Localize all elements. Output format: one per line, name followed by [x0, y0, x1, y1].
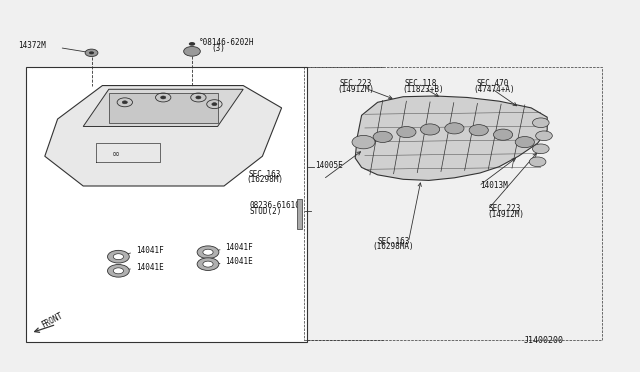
Circle shape: [532, 118, 549, 128]
Text: SEC.163: SEC.163: [378, 237, 410, 246]
Circle shape: [373, 131, 392, 142]
Text: 14041F: 14041F: [225, 243, 252, 252]
Circle shape: [161, 96, 166, 99]
Circle shape: [352, 135, 375, 149]
Bar: [297, 199, 302, 229]
Circle shape: [197, 246, 219, 259]
Polygon shape: [109, 93, 218, 123]
Circle shape: [203, 249, 213, 255]
Text: (16298MA): (16298MA): [372, 242, 414, 251]
Text: SEC.223: SEC.223: [489, 204, 522, 213]
Circle shape: [108, 250, 129, 263]
Circle shape: [189, 42, 195, 46]
Text: SEC.118: SEC.118: [404, 79, 437, 88]
Circle shape: [532, 144, 549, 154]
Text: FRONT: FRONT: [40, 311, 65, 330]
Circle shape: [197, 258, 219, 270]
FancyBboxPatch shape: [26, 67, 307, 342]
Text: 14372M: 14372M: [18, 41, 45, 49]
Text: (14912M): (14912M): [487, 209, 524, 218]
Text: 14041E: 14041E: [136, 263, 163, 272]
Text: 14041F: 14041F: [136, 246, 163, 255]
Circle shape: [203, 261, 213, 267]
Text: ∞: ∞: [112, 149, 120, 159]
Text: (16298M): (16298M): [246, 175, 284, 184]
Text: 14005E: 14005E: [315, 161, 342, 170]
Circle shape: [493, 129, 513, 140]
Circle shape: [89, 51, 94, 54]
Circle shape: [113, 254, 124, 260]
Circle shape: [108, 264, 129, 277]
Text: SEC.163: SEC.163: [248, 170, 281, 179]
Circle shape: [85, 49, 98, 57]
Text: J1400200: J1400200: [524, 336, 564, 345]
Circle shape: [515, 137, 534, 148]
Polygon shape: [45, 86, 282, 186]
Text: (14912M): (14912M): [337, 84, 374, 93]
Circle shape: [113, 268, 124, 274]
Circle shape: [469, 125, 488, 136]
Circle shape: [536, 131, 552, 141]
Text: 14013M: 14013M: [480, 181, 508, 190]
Text: 08236-61610: 08236-61610: [250, 201, 300, 210]
Circle shape: [529, 157, 546, 167]
Circle shape: [122, 101, 127, 104]
Polygon shape: [355, 96, 547, 180]
Text: SEC.223: SEC.223: [339, 79, 372, 88]
Text: 14041E: 14041E: [225, 257, 252, 266]
Text: (47474+A): (47474+A): [474, 84, 515, 93]
Text: SEC.470: SEC.470: [476, 79, 509, 88]
Circle shape: [420, 124, 440, 135]
Circle shape: [397, 126, 416, 138]
Text: (3): (3): [211, 44, 225, 52]
Circle shape: [212, 103, 217, 106]
Text: (11823+B): (11823+B): [402, 84, 444, 93]
Text: °08146-6202H: °08146-6202H: [198, 38, 254, 47]
Circle shape: [184, 46, 200, 56]
Text: STUD(2): STUD(2): [250, 206, 282, 215]
Circle shape: [445, 123, 464, 134]
Circle shape: [196, 96, 201, 99]
Polygon shape: [83, 89, 243, 126]
